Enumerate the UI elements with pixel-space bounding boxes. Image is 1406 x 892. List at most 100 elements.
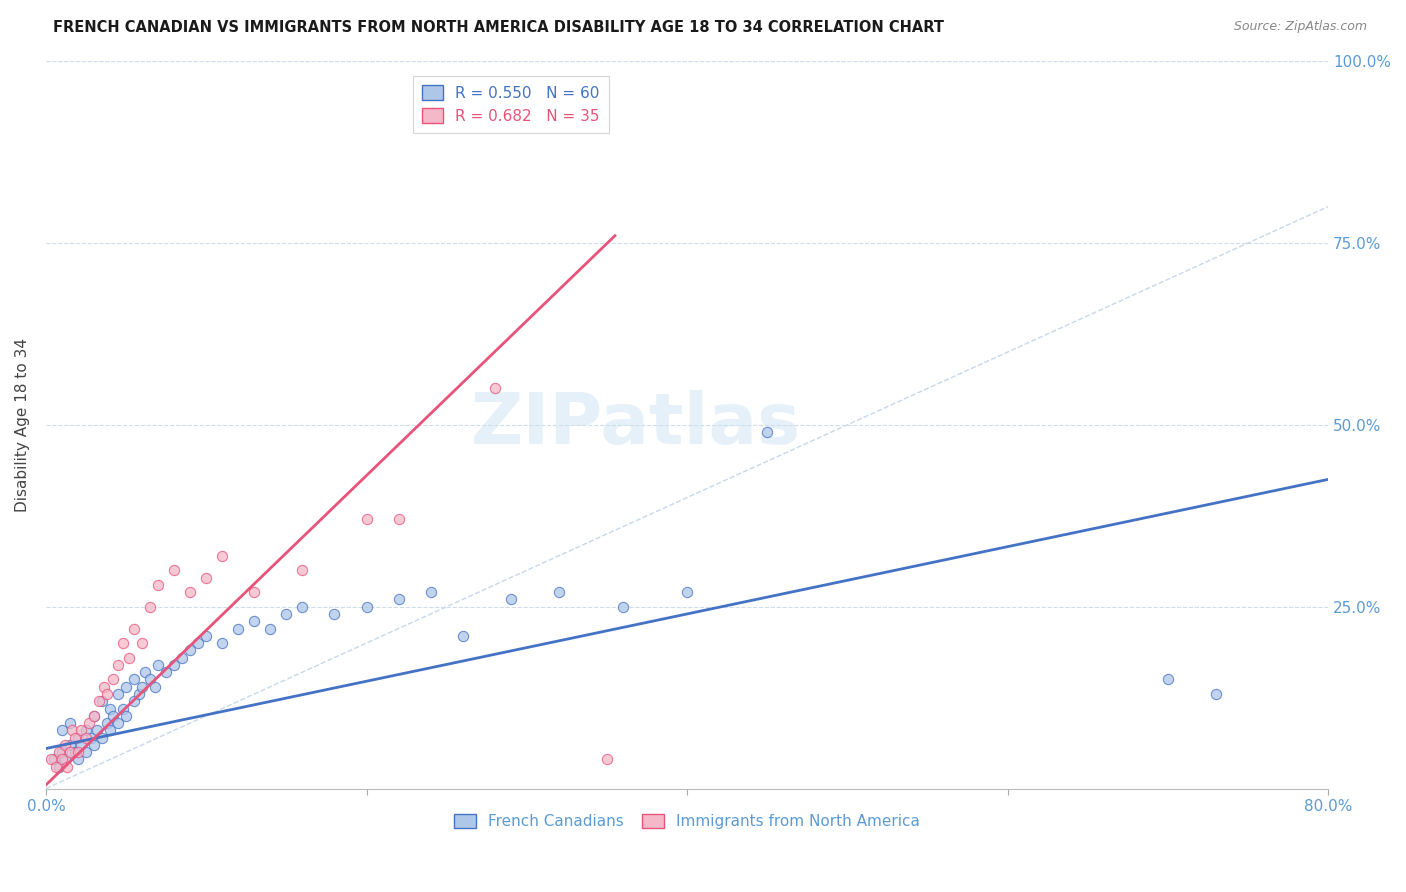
Point [48,745,70,759]
Point [59,745,82,759]
Point [111,636,134,650]
Point [1157,673,1180,687]
Point [66,752,89,766]
Point [70,723,93,738]
Point [96,716,118,731]
Point [75,731,97,745]
Point [131,680,153,694]
Point [146,657,169,672]
Point [139,599,162,614]
Point [53,738,76,752]
Point [356,512,378,526]
Point [195,571,218,585]
Point [51,723,73,738]
Text: FRENCH CANADIAN VS IMMIGRANTS FROM NORTH AMERICA DISABILITY AGE 18 TO 34 CORRELA: FRENCH CANADIAN VS IMMIGRANTS FROM NORTH… [53,20,945,35]
Point [48,760,70,774]
Point [87,694,110,708]
Point [387,592,409,607]
Point [291,599,314,614]
Point [98,723,121,738]
Point [107,657,129,672]
Point [356,599,378,614]
Point [756,425,779,439]
Point [122,673,145,687]
Point [676,585,699,599]
Point [118,650,141,665]
Point [172,650,194,665]
Point [91,694,114,708]
Point [53,752,76,766]
Point [155,665,177,680]
Point [128,687,150,701]
Point [122,622,145,636]
Point [75,723,97,738]
Point [211,549,233,563]
Point [243,585,266,599]
Point [103,673,125,687]
Point [163,563,186,577]
Point [107,687,129,701]
Point [179,585,201,599]
Point [1205,687,1227,701]
Point [93,680,115,694]
Point [63,731,86,745]
Point [131,636,153,650]
Point [83,708,105,723]
Point [66,731,89,745]
Point [139,673,162,687]
Point [451,629,474,643]
Point [187,636,209,650]
Point [59,716,82,731]
Point [75,745,97,759]
Point [45,760,67,774]
Point [107,716,129,731]
Point [51,752,73,766]
Point [83,708,105,723]
Point [122,694,145,708]
Point [499,592,522,607]
Point [70,738,93,752]
Point [484,381,506,395]
Point [86,723,108,738]
Point [291,563,314,577]
Point [115,708,138,723]
Point [80,731,103,745]
Point [111,701,134,715]
Point [179,643,201,657]
Point [98,701,121,715]
Point [66,745,89,759]
Point [134,665,156,680]
Point [83,738,105,752]
Y-axis label: Disability Age 18 to 34: Disability Age 18 to 34 [15,338,30,512]
Point [547,585,569,599]
Point [91,731,114,745]
Point [60,723,83,738]
Point [59,738,82,752]
Point [387,512,409,526]
Point [323,607,346,621]
Point [163,657,186,672]
Text: ZIPatlas: ZIPatlas [471,391,801,459]
Point [63,745,86,759]
Point [226,622,249,636]
Point [39,752,62,766]
Point [276,607,298,621]
Point [259,622,281,636]
Point [96,687,118,701]
Point [42,752,65,766]
Point [243,614,266,628]
Point [115,680,138,694]
Point [77,716,100,731]
Point [51,745,73,759]
Point [146,578,169,592]
Point [195,629,218,643]
Point [612,599,634,614]
Point [419,585,441,599]
Point [211,636,233,650]
Text: Source: ZipAtlas.com: Source: ZipAtlas.com [1233,20,1367,33]
Legend: French Canadians, Immigrants from North America: French Canadians, Immigrants from North … [449,807,925,836]
Point [596,752,619,766]
Point [143,680,166,694]
Point [103,708,125,723]
Point [56,760,79,774]
